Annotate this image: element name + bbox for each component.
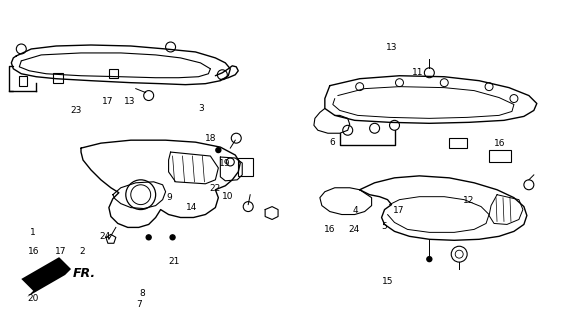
Text: 10: 10	[222, 192, 233, 201]
Circle shape	[455, 250, 463, 258]
Circle shape	[170, 235, 175, 240]
Circle shape	[510, 95, 518, 102]
Bar	[449, 138, 467, 148]
Bar	[53, 73, 63, 83]
Text: 21: 21	[168, 257, 180, 266]
Text: 11: 11	[412, 68, 424, 77]
Circle shape	[485, 83, 493, 91]
Text: 24: 24	[99, 232, 110, 241]
Circle shape	[524, 180, 534, 190]
Text: 17: 17	[393, 206, 405, 215]
Text: 6: 6	[329, 138, 335, 147]
Text: 15: 15	[381, 277, 393, 286]
Circle shape	[395, 79, 403, 87]
Text: 22: 22	[209, 184, 220, 193]
Bar	[489, 150, 511, 162]
Text: 14: 14	[186, 203, 198, 212]
Text: 2: 2	[80, 247, 86, 256]
Bar	[19, 76, 27, 86]
Bar	[238, 158, 253, 176]
Circle shape	[343, 125, 353, 135]
Circle shape	[231, 133, 241, 143]
Circle shape	[424, 68, 434, 78]
Text: 18: 18	[205, 134, 216, 143]
Text: 16: 16	[27, 247, 39, 256]
Bar	[109, 69, 118, 78]
Circle shape	[166, 42, 175, 52]
Text: 17: 17	[55, 247, 66, 256]
Text: 13: 13	[124, 97, 136, 106]
Circle shape	[226, 158, 234, 166]
Text: 20: 20	[27, 294, 39, 303]
Text: 9: 9	[167, 193, 173, 202]
Circle shape	[451, 246, 467, 262]
Text: 24: 24	[349, 225, 360, 234]
Text: 3: 3	[199, 104, 205, 113]
Text: 16: 16	[493, 139, 505, 148]
Circle shape	[16, 44, 26, 54]
Text: 7: 7	[136, 300, 142, 309]
Circle shape	[243, 202, 253, 212]
Text: 12: 12	[463, 196, 474, 205]
Text: 4: 4	[353, 206, 358, 215]
Text: 13: 13	[385, 43, 397, 52]
Circle shape	[143, 91, 154, 100]
Text: 23: 23	[70, 106, 82, 115]
Polygon shape	[22, 251, 71, 297]
Text: FR.: FR.	[73, 267, 96, 279]
Text: 8: 8	[139, 289, 145, 298]
Circle shape	[389, 120, 399, 130]
Text: 5: 5	[381, 222, 387, 231]
Circle shape	[126, 180, 156, 210]
Text: 17: 17	[102, 97, 113, 106]
Circle shape	[146, 235, 151, 240]
Text: 16: 16	[324, 225, 335, 234]
Circle shape	[370, 123, 380, 133]
Circle shape	[427, 257, 432, 262]
Circle shape	[440, 79, 448, 87]
Circle shape	[131, 185, 150, 204]
Circle shape	[217, 70, 227, 80]
Circle shape	[356, 83, 364, 91]
Text: 19: 19	[219, 159, 230, 168]
Text: 1: 1	[30, 228, 36, 237]
Circle shape	[216, 148, 221, 153]
